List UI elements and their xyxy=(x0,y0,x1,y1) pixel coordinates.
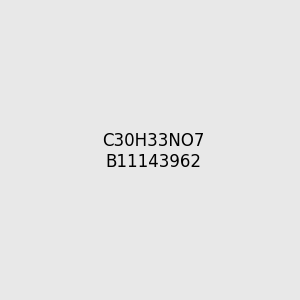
Text: C30H33NO7
B11143962: C30H33NO7 B11143962 xyxy=(103,132,205,171)
